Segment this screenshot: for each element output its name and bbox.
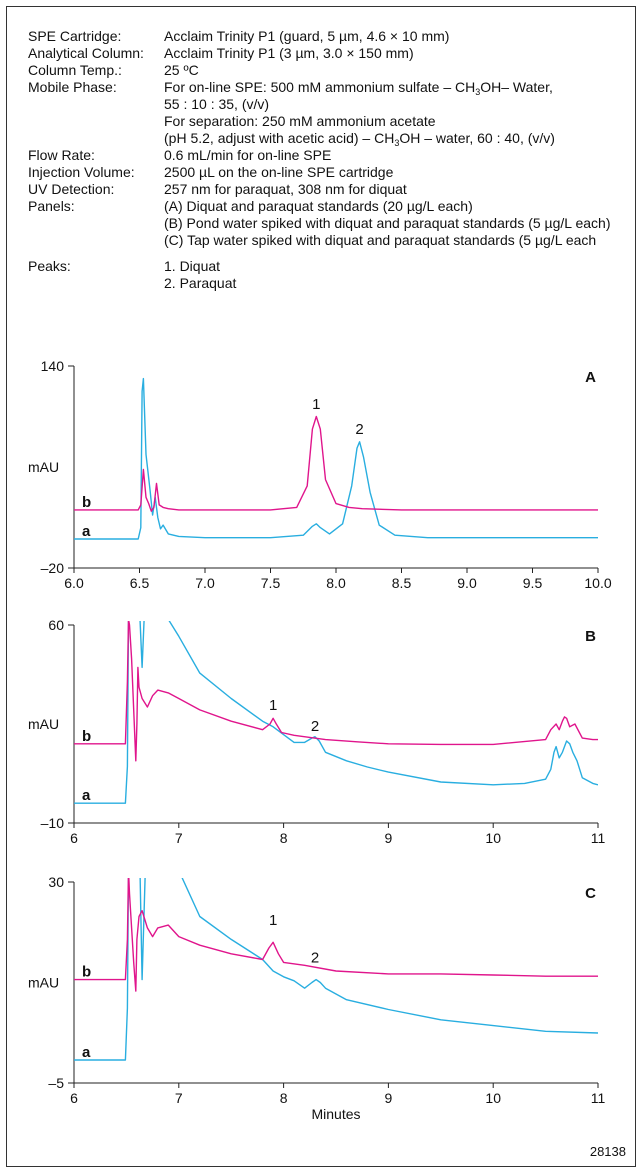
param-label: Analytical Column: bbox=[28, 45, 144, 61]
trace-label-b: b bbox=[82, 494, 91, 511]
param-value: (A) Diquat and paraquat standards (20 µg… bbox=[164, 198, 473, 214]
param-value: 55 : 10 : 35, (v/v) bbox=[164, 96, 270, 112]
x-tick-label: 7 bbox=[175, 1090, 183, 1106]
param-row: Peaks: 1. Diquat 2. Paraquat bbox=[28, 258, 628, 292]
peak-label: 1 bbox=[269, 697, 277, 714]
param-label: Column Temp.: bbox=[28, 62, 122, 78]
param-value: 0.6 mL/min for on-line SPE bbox=[164, 147, 332, 163]
param-label: Flow Rate: bbox=[28, 147, 95, 163]
param-label: Peaks: bbox=[28, 258, 71, 274]
x-tick-label: 6.0 bbox=[64, 575, 84, 591]
param-value: 2. Paraquat bbox=[164, 275, 237, 291]
trace-label-a: a bbox=[82, 1044, 91, 1061]
chart-panel-b: 6 7 8 9 10 11 60 –10 mAU Ba b 1 2 bbox=[28, 617, 606, 846]
x-tick-label: 9.5 bbox=[523, 575, 543, 591]
y-axis-label: mAU bbox=[28, 459, 59, 475]
chart-panel-a: 6.0 6.5 7.0 7.5 8.0 8.5 9.0 9.5 10.0 140 –20 mAU Aab… bbox=[28, 358, 612, 591]
peak-label: 1 bbox=[269, 912, 277, 929]
param-row: UV Detection: 257 nm for paraquat, 308 nm… bbox=[28, 181, 628, 198]
param-value: (pH 5.2, adjust with acetic acid) – CH3O… bbox=[164, 130, 555, 148]
param-value: (B) Pond water spiked with diquat and pa… bbox=[164, 215, 611, 231]
peak-label: 2 bbox=[355, 421, 363, 438]
x-tick-label: 7.0 bbox=[195, 575, 215, 591]
param-value: 1. Diquat bbox=[164, 258, 221, 274]
method-parameters: SPE Cartridge: Acclaim Trinity P1 (guard,… bbox=[28, 28, 628, 292]
param-row: SPE Cartridge: Acclaim Trinity P1 (guard,… bbox=[28, 28, 628, 45]
chart-panel-c: 6 7 8 9 10 11 30 –5 mAU Minutes Ca b 1 2 bbox=[28, 874, 606, 1122]
param-label: Injection Volume: bbox=[28, 164, 135, 180]
param-value: 257 nm for paraquat, 308 nm for diquat bbox=[164, 181, 407, 197]
param-row: Mobile Phase: For on-line SPE: 500 mM amm… bbox=[28, 79, 628, 148]
x-tick-label: 10 bbox=[485, 830, 501, 846]
trace-a bbox=[74, 621, 598, 804]
x-tick-label: 8.0 bbox=[326, 575, 346, 591]
figure-id: 28138 bbox=[589, 1144, 626, 1159]
peak-label: 1 bbox=[312, 396, 320, 413]
param-value: Acclaim Trinity P1 (3 µm, 3.0 × 150 mm) bbox=[164, 45, 414, 61]
y-tick-label: 30 bbox=[48, 874, 64, 890]
x-axis-label: Minutes bbox=[311, 1106, 360, 1122]
y-axis-label: mAU bbox=[28, 975, 59, 991]
param-row: Flow Rate: 0.6 mL/min for on-line SPE bbox=[28, 147, 628, 164]
param-value: 2500 µL on the on-line SPE cartridge bbox=[164, 164, 394, 180]
trace-a bbox=[74, 377, 598, 540]
y-tick-label: –10 bbox=[41, 815, 65, 831]
x-tick-label: 6 bbox=[70, 830, 78, 846]
x-tick-label: 10 bbox=[485, 1090, 501, 1106]
param-value: (C) Tap water spiked with diquat and par… bbox=[164, 232, 597, 248]
y-tick-label: 140 bbox=[41, 358, 65, 374]
param-label: Panels: bbox=[28, 198, 75, 214]
y-tick-label: –20 bbox=[41, 560, 65, 576]
trace-label-b: b bbox=[82, 964, 91, 981]
param-label: UV Detection: bbox=[28, 181, 115, 197]
x-tick-label: 6.5 bbox=[130, 575, 150, 591]
trace-b bbox=[74, 621, 598, 762]
param-row: Panels: (A) Diquat and paraquat standards… bbox=[28, 198, 628, 249]
panel-letter: B bbox=[585, 628, 596, 645]
param-row: Column Temp.: 25 ºC bbox=[28, 62, 628, 79]
x-tick-label: 10.0 bbox=[584, 575, 611, 591]
panel-letter: A bbox=[585, 369, 596, 386]
y-axis-label: mAU bbox=[28, 716, 59, 732]
x-tick-label: 11 bbox=[591, 1090, 606, 1106]
x-tick-label: 11 bbox=[591, 830, 606, 846]
param-row: Analytical Column: Acclaim Trinity P1 (3 … bbox=[28, 45, 628, 62]
x-tick-label: 9 bbox=[385, 830, 393, 846]
trace-label-a: a bbox=[82, 787, 91, 804]
trace-b bbox=[74, 415, 598, 512]
param-row: Injection Volume: 2500 µL on the on-line … bbox=[28, 164, 628, 181]
x-tick-label: 8 bbox=[280, 830, 288, 846]
peak-label: 2 bbox=[311, 718, 319, 735]
param-value: For separation: 250 mM ammonium acetate bbox=[164, 113, 436, 129]
y-tick-label: –5 bbox=[48, 1075, 64, 1091]
panel-letter: C bbox=[585, 885, 596, 902]
x-tick-label: 9.0 bbox=[457, 575, 477, 591]
param-label: SPE Cartridge: bbox=[28, 28, 122, 44]
trace-b bbox=[74, 878, 598, 992]
x-tick-label: 9 bbox=[385, 1090, 393, 1106]
trace-a bbox=[74, 878, 598, 1061]
y-tick-label: 60 bbox=[48, 617, 64, 633]
param-value: Acclaim Trinity P1 (guard, 5 µm, 4.6 × 1… bbox=[164, 28, 450, 44]
x-tick-label: 8.5 bbox=[392, 575, 412, 591]
param-value: For on-line SPE: 500 mM ammonium sulfate… bbox=[164, 79, 553, 97]
x-tick-label: 7 bbox=[175, 830, 183, 846]
x-tick-label: 6 bbox=[70, 1090, 78, 1106]
trace-label-a: a bbox=[82, 523, 91, 540]
trace-label-b: b bbox=[82, 728, 91, 745]
param-value: 25 ºC bbox=[164, 62, 199, 78]
x-tick-label: 8 bbox=[280, 1090, 288, 1106]
figure-frame bbox=[6, 6, 636, 1167]
x-tick-label: 7.5 bbox=[261, 575, 281, 591]
peak-label: 2 bbox=[311, 949, 319, 966]
param-label: Mobile Phase: bbox=[28, 79, 117, 95]
